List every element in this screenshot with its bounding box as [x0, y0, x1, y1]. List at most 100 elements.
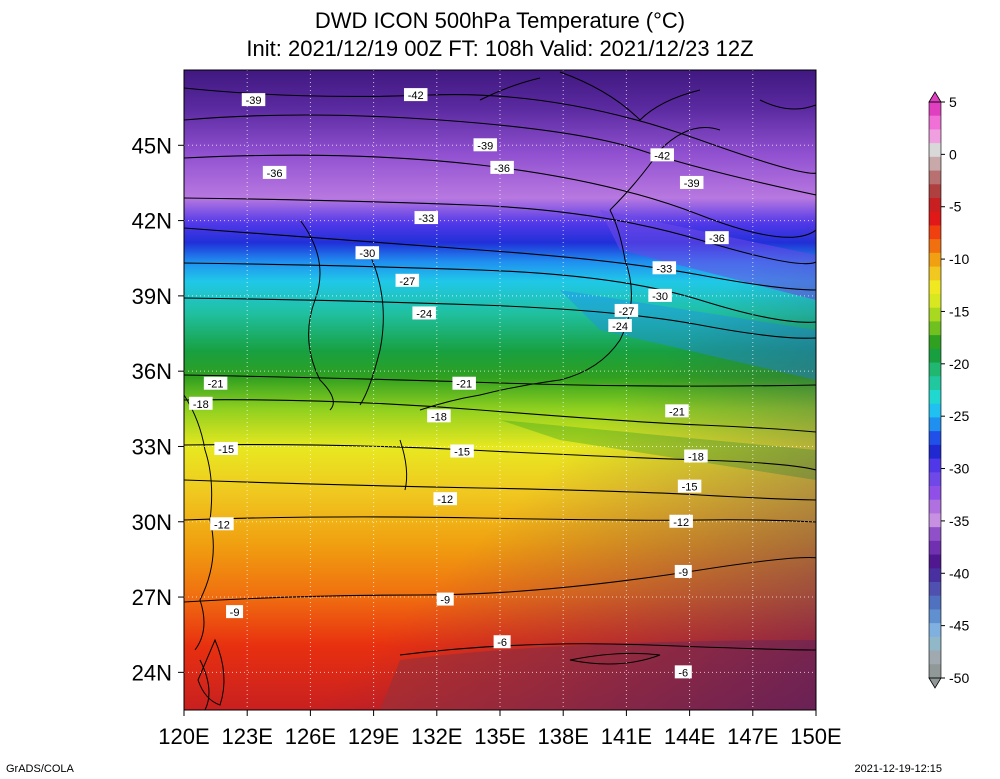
contour-label-box — [669, 514, 693, 528]
colorbar-swatch — [929, 184, 941, 199]
contour-label: -42 — [403, 88, 428, 102]
colorbar-label: -15 — [949, 303, 969, 319]
y-tick-label: 45N — [132, 133, 172, 158]
contour-label: -33 — [652, 261, 677, 275]
contour-label-text: -9 — [678, 567, 688, 579]
contour-label-text: -42 — [408, 90, 424, 102]
contour-label-text: -12 — [437, 494, 453, 506]
colorbar-swatch — [929, 540, 941, 556]
x-tick-label: 150E — [790, 724, 841, 749]
contour-label-text: -12 — [673, 517, 689, 529]
contour-label-text: -18 — [431, 411, 447, 423]
contour-label: -18 — [427, 409, 451, 423]
contour-label: -39 — [679, 175, 704, 190]
contour-label-box — [473, 138, 498, 152]
colorbar-label: -50 — [949, 670, 969, 686]
contour-label-box — [395, 273, 420, 287]
contour-label-text: -9 — [440, 595, 450, 607]
x-tick-label: 147E — [727, 724, 778, 749]
contour-label-text: -39 — [477, 140, 493, 152]
contour-label-box — [262, 165, 287, 179]
colorbar-swatch — [929, 486, 941, 501]
colorbar-swatch — [929, 335, 941, 350]
colorbar-label: -35 — [949, 513, 969, 529]
contour-label-box — [214, 441, 238, 455]
colorbar-swatch — [929, 499, 941, 514]
colorbar-swatch — [929, 595, 941, 610]
contour-label-text: -30 — [359, 248, 375, 260]
contour-label-box — [414, 211, 439, 225]
contour-label-text: -15 — [218, 444, 234, 456]
contour-label: -21 — [452, 376, 476, 391]
render-timestamp: 2021-12-19-12:15 — [854, 763, 942, 775]
x-tick-label: 141E — [601, 724, 652, 749]
contour-label-box — [412, 306, 436, 320]
y-tick-label: 24N — [132, 660, 172, 685]
contour-label-box — [674, 665, 692, 679]
x-tick-label: 135E — [474, 724, 525, 749]
contour-label: -21 — [203, 376, 228, 391]
contour-label: -30 — [355, 246, 380, 260]
colorbar-swatch — [929, 431, 941, 446]
colorbar-swatch — [929, 294, 941, 309]
contour-label-text: -24 — [416, 308, 432, 320]
y-tick-label: 30N — [132, 510, 172, 535]
colorbar-swatch — [929, 513, 941, 528]
contour-label-text: -24 — [612, 321, 628, 333]
contour-label: -15 — [214, 441, 238, 456]
colorbar-swatch — [929, 348, 941, 364]
colorbar-label: -40 — [949, 565, 969, 581]
colorbar-swatch — [929, 472, 941, 487]
graticule — [184, 70, 816, 710]
colorbar-swatch — [929, 609, 941, 624]
contour-label-box — [650, 148, 674, 162]
y-tick-label: 36N — [132, 359, 172, 384]
contour-label-box — [652, 261, 677, 275]
colorbar-swatch — [929, 650, 941, 665]
contour-label: -12 — [210, 517, 234, 531]
map-subtitle: Init: 2021/12/19 00Z FT: 108h Valid: 202… — [246, 36, 754, 61]
contour-label-text: -33 — [418, 213, 434, 225]
colorbar-swatch — [929, 266, 941, 281]
colorbar-swatch — [929, 280, 941, 295]
plot-area: -42-39-39-36-42-39-36-33-36-30-33-27-30-… — [184, 70, 816, 710]
colorbar-swatch — [929, 376, 941, 391]
contour-label-box — [355, 246, 380, 260]
contour-label-box — [403, 88, 428, 102]
x-tick-label: 132E — [411, 724, 462, 749]
contour-label-text: -6 — [497, 637, 507, 649]
contour-label-text: -15 — [454, 446, 470, 458]
contour-label-box — [614, 303, 639, 317]
contour-label: -39 — [241, 93, 266, 107]
colorbar-label: -5 — [949, 199, 962, 215]
colorbar-frame — [928, 101, 942, 679]
contour-label-text: -21 — [208, 379, 224, 391]
contour-label-box — [433, 492, 457, 506]
contour-label: -27 — [395, 273, 420, 288]
colorbar-swatch — [929, 102, 941, 117]
colorbar-swatch — [929, 554, 941, 569]
x-tick-label: 126E — [285, 724, 336, 749]
contour-label-text: -15 — [682, 482, 698, 494]
colorbar: 5 0 -5 -10 -15 -20 -25 -30 -35 -40 -45 -50 — [928, 91, 969, 689]
contour-label-text: -9 — [230, 607, 240, 619]
contour-label-text: -36 — [709, 233, 725, 245]
contour-label: -9 — [674, 564, 692, 579]
colorbar-label: -45 — [949, 618, 969, 634]
contour-label-text: -6 — [678, 667, 688, 679]
y-tick-label: 33N — [132, 434, 172, 459]
contour-label: -15 — [450, 444, 474, 458]
contour-label-text: -36 — [267, 168, 283, 180]
colorbar-bottom-arrow — [928, 677, 942, 689]
contour-label-text: -39 — [246, 95, 262, 107]
colorbar-swatch — [929, 390, 941, 405]
contour-label: -12 — [669, 514, 693, 529]
colorbar-swatch — [929, 129, 941, 144]
contour-label: -12 — [433, 492, 457, 506]
contour-label-text: -27 — [618, 306, 634, 318]
colorbar-swatch — [929, 115, 941, 130]
y-tick-label: 42N — [132, 209, 172, 234]
contour-label-box — [648, 288, 672, 302]
contour-label-box — [674, 564, 692, 578]
